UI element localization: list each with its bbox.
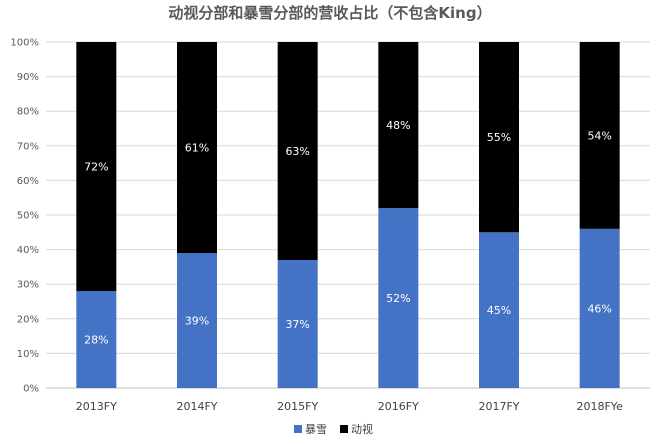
legend-swatch [340,425,348,433]
data-labels: 28% 72% 39% 61% 37% 63% 52% 48% 45% 55% 46% 54% [84,119,612,347]
y-tick-label: 80% [17,107,39,118]
x-axis-ticks: 2013FY 2014FY 2015FY 2016FY 2017FY 2018FYe [76,400,623,413]
bar-segment [76,291,117,388]
legend-label: 动视 [351,422,373,436]
y-tick-label: 60% [17,176,39,187]
data-label: 39% [185,315,209,328]
bar-segment [378,42,419,209]
bar-segment [579,42,620,229]
bar-segment [277,259,318,388]
bar-segment [177,253,217,388]
bar-segment [76,42,117,292]
chart-title: 动视分部和暴雪分部的营收占比（不包含King） [168,4,491,22]
bar-segment [378,208,419,388]
data-label: 37% [285,318,309,331]
y-tick-label: 70% [17,141,39,152]
x-tick-label: 2014FY [176,400,217,413]
bar-segment [277,42,318,260]
y-tick-label: 90% [17,72,39,83]
legend: 暴雪 动视 [294,422,373,436]
data-label: 45% [487,304,511,317]
y-tick-label: 30% [17,280,39,291]
y-axis-ticks: 0% 10% 20% 30% 40% 50% 60% 70% 80% 90% 100% [10,38,39,395]
x-tick-label: 2017FY [478,400,519,413]
x-tick-label: 2018FYe [576,400,623,413]
y-tick-label: 20% [17,314,39,325]
x-tick-label: 2015FY [277,400,318,413]
data-label: 52% [386,292,410,305]
data-label: 61% [185,142,209,155]
bar-segment [479,42,519,233]
data-label: 48% [386,119,410,132]
x-tick-label: 2013FY [76,400,117,413]
data-label: 46% [587,302,611,315]
gridlines [46,41,650,389]
legend-swatch [294,425,302,433]
y-tick-label: 50% [17,211,39,222]
y-tick-label: 40% [17,245,39,256]
data-label: 63% [285,145,309,158]
y-tick-label: 100% [10,38,39,49]
bar-segment [177,42,217,254]
data-label: 54% [587,129,611,142]
data-label: 55% [487,131,511,144]
x-tick-label: 2016FY [378,400,419,413]
legend-label: 暴雪 [305,423,327,436]
bar-segment [479,232,519,388]
bars [76,42,620,388]
bar-segment [579,228,620,388]
y-tick-label: 10% [17,349,39,360]
data-label: 72% [84,161,108,174]
y-tick-label: 0% [23,384,39,395]
data-label: 28% [84,334,108,347]
